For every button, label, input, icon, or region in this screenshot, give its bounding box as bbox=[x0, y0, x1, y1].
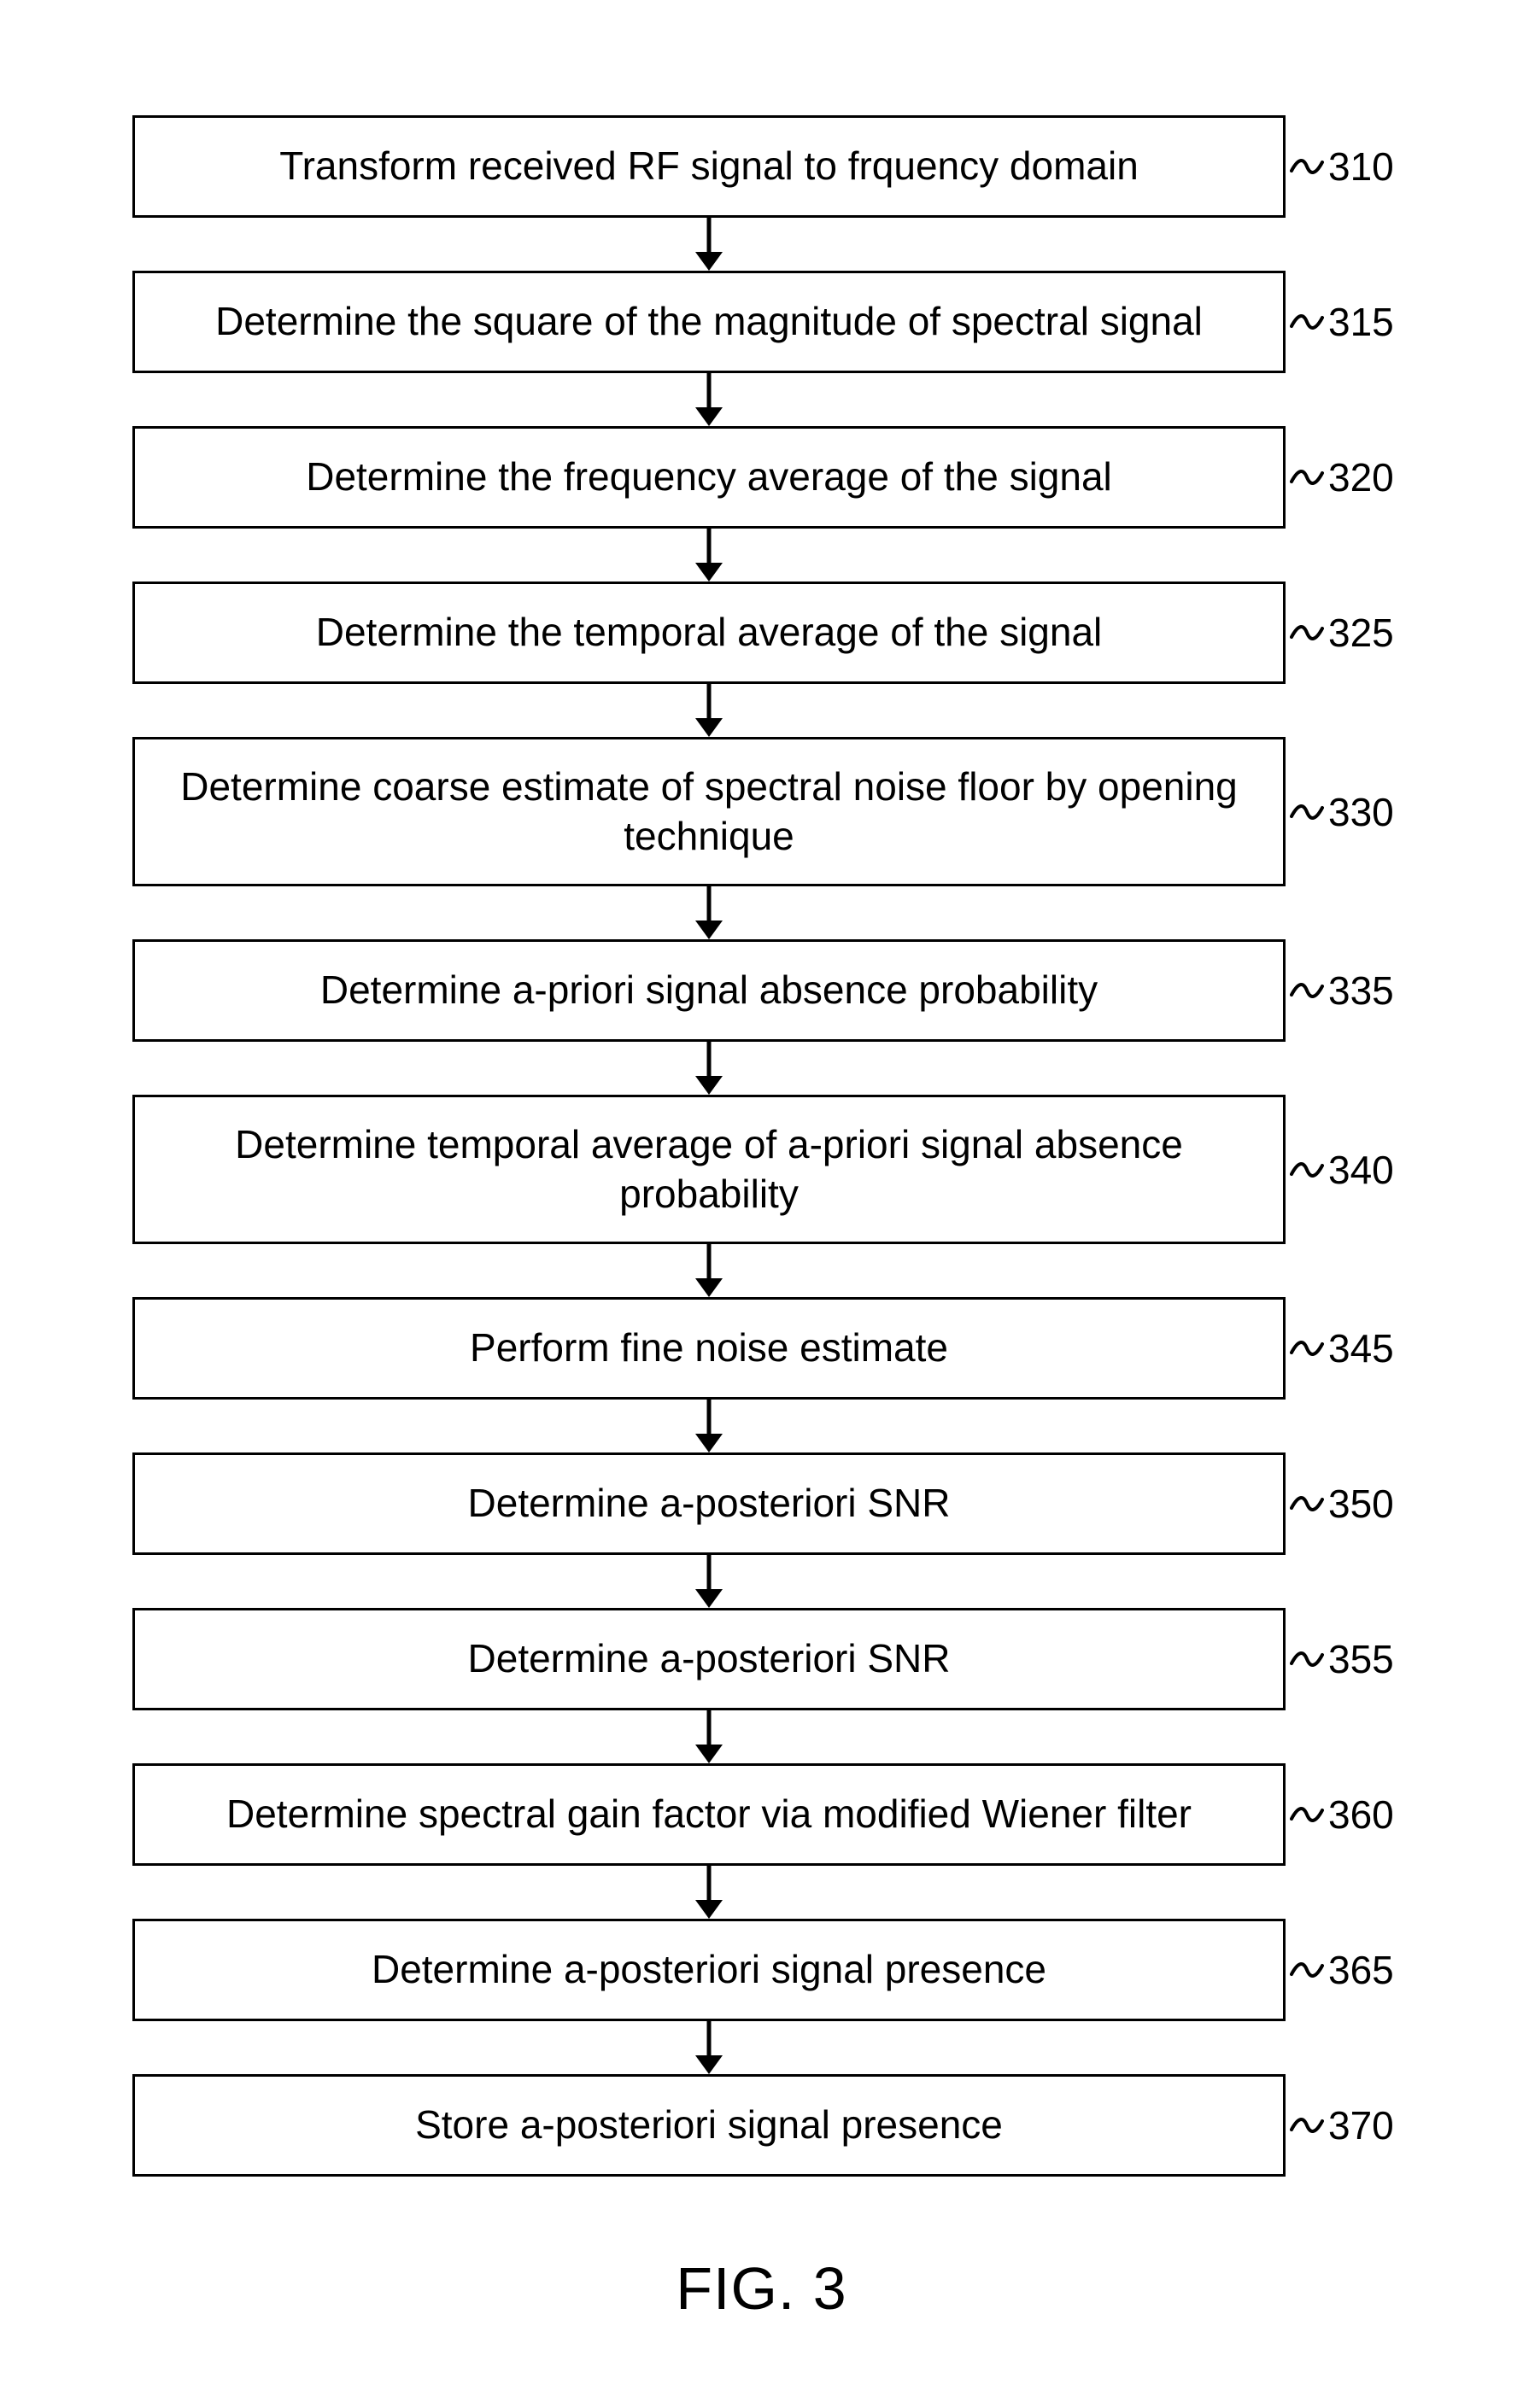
flow-step: Determine a-posteriori SNR355 bbox=[132, 1608, 1286, 1710]
arrow-down-icon bbox=[683, 1400, 735, 1452]
arrow-down-icon bbox=[683, 1244, 735, 1297]
flowchart: Transform received RF signal to frquency… bbox=[132, 115, 1286, 2177]
arrow-down-icon bbox=[683, 1710, 735, 1763]
leader-tilde-icon bbox=[1290, 465, 1324, 490]
flow-step: Determine a-priori signal absence probab… bbox=[132, 939, 1286, 1042]
flow-step: Determine coarse estimate of spectral no… bbox=[132, 737, 1286, 886]
page: Transform received RF signal to frquency… bbox=[0, 0, 1523, 2408]
flow-step-box: Determine spectral gain factor via modif… bbox=[132, 1763, 1286, 1866]
flow-step-ref-label: 335 bbox=[1328, 967, 1394, 1014]
figure-caption: FIG. 3 bbox=[0, 2254, 1523, 2323]
leader-tilde-icon bbox=[1290, 1157, 1324, 1183]
flow-step: Determine a-posteriori signal presence36… bbox=[132, 1919, 1286, 2021]
arrow-down-icon bbox=[683, 1042, 735, 1095]
arrow-down-icon bbox=[683, 373, 735, 426]
flow-step-box: Determine the frequency average of the s… bbox=[132, 426, 1286, 529]
flow-step-ref-label: 350 bbox=[1328, 1481, 1394, 1527]
flow-step-box: Determine coarse estimate of spectral no… bbox=[132, 737, 1286, 886]
flow-step-box: Determine a-posteriori signal presence bbox=[132, 1919, 1286, 2021]
flow-step-ref-label: 310 bbox=[1328, 143, 1394, 190]
leader-tilde-icon bbox=[1290, 1336, 1324, 1361]
flow-step: Transform received RF signal to frquency… bbox=[132, 115, 1286, 218]
leader-tilde-icon bbox=[1290, 1957, 1324, 1983]
flow-step-box: Transform received RF signal to frquency… bbox=[132, 115, 1286, 218]
flow-step-box: Store a-posteriori signal presence bbox=[132, 2074, 1286, 2177]
arrow-down-icon bbox=[683, 529, 735, 582]
arrow-down-icon bbox=[683, 1555, 735, 1608]
flow-step: Store a-posteriori signal presence370 bbox=[132, 2074, 1286, 2177]
leader-tilde-icon bbox=[1290, 799, 1324, 825]
arrow-down-icon bbox=[683, 218, 735, 271]
flow-step-ref-label: 330 bbox=[1328, 789, 1394, 835]
leader-tilde-icon bbox=[1290, 1802, 1324, 1827]
flow-step-ref-label: 355 bbox=[1328, 1636, 1394, 1682]
leader-tilde-icon bbox=[1290, 1646, 1324, 1672]
flow-step-ref-label: 325 bbox=[1328, 610, 1394, 656]
leader-tilde-icon bbox=[1290, 1491, 1324, 1517]
flow-step-box: Determine the square of the magnitude of… bbox=[132, 271, 1286, 373]
flow-step-ref-label: 345 bbox=[1328, 1325, 1394, 1371]
leader-tilde-icon bbox=[1290, 978, 1324, 1003]
flow-step-ref-label: 370 bbox=[1328, 2102, 1394, 2148]
flow-step-box: Perform fine noise estimate bbox=[132, 1297, 1286, 1400]
flow-step: Determine the square of the magnitude of… bbox=[132, 271, 1286, 373]
flow-step-box: Determine the temporal average of the si… bbox=[132, 582, 1286, 684]
leader-tilde-icon bbox=[1290, 154, 1324, 179]
flow-step-box: Determine a-posteriori SNR bbox=[132, 1608, 1286, 1710]
flow-step: Determine spectral gain factor via modif… bbox=[132, 1763, 1286, 1866]
arrow-down-icon bbox=[683, 1866, 735, 1919]
flow-step: Determine a-posteriori SNR350 bbox=[132, 1452, 1286, 1555]
flow-step-ref-label: 315 bbox=[1328, 299, 1394, 345]
arrow-down-icon bbox=[683, 684, 735, 737]
flow-step-ref-label: 320 bbox=[1328, 454, 1394, 500]
leader-tilde-icon bbox=[1290, 620, 1324, 646]
arrow-down-icon bbox=[683, 2021, 735, 2074]
leader-tilde-icon bbox=[1290, 2113, 1324, 2138]
flow-step-box: Determine a-priori signal absence probab… bbox=[132, 939, 1286, 1042]
flow-step-box: Determine temporal average of a-priori s… bbox=[132, 1095, 1286, 1244]
flow-step: Determine temporal average of a-priori s… bbox=[132, 1095, 1286, 1244]
leader-tilde-icon bbox=[1290, 309, 1324, 335]
flow-step: Determine the temporal average of the si… bbox=[132, 582, 1286, 684]
flow-step: Determine the frequency average of the s… bbox=[132, 426, 1286, 529]
flow-step-ref-label: 340 bbox=[1328, 1147, 1394, 1193]
flow-step: Perform fine noise estimate345 bbox=[132, 1297, 1286, 1400]
flow-step-ref-label: 365 bbox=[1328, 1947, 1394, 1993]
flow-step-ref-label: 360 bbox=[1328, 1791, 1394, 1838]
arrow-down-icon bbox=[683, 886, 735, 939]
flow-step-box: Determine a-posteriori SNR bbox=[132, 1452, 1286, 1555]
